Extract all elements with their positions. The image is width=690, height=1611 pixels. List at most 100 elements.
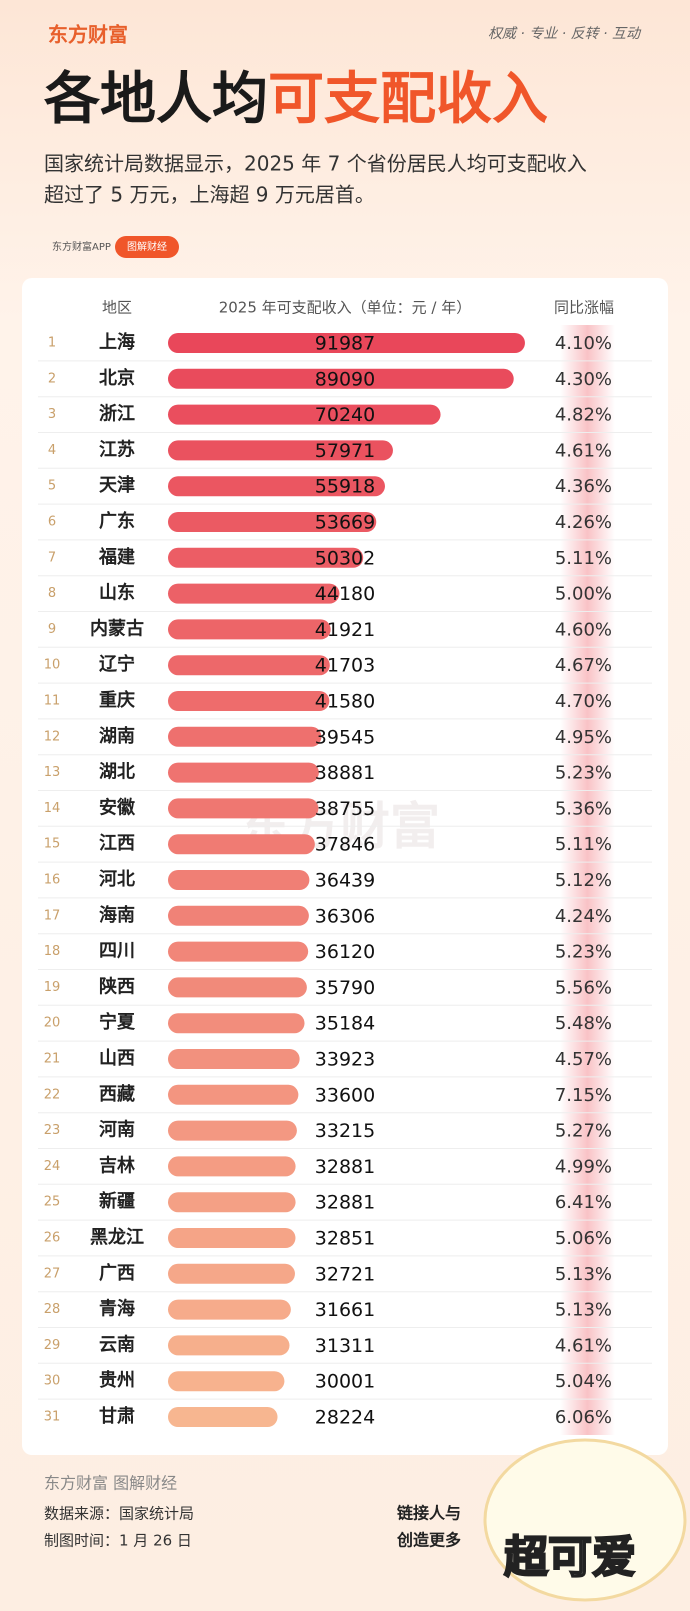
growth: 5.23% — [555, 942, 612, 963]
badge-tag: 图解财经 — [127, 240, 167, 253]
title-part: 可支配收入 — [268, 67, 548, 132]
bar — [168, 1156, 296, 1177]
value-label: 50302 — [315, 547, 375, 569]
value-label: 35790 — [315, 977, 375, 999]
sticker — [483, 1438, 687, 1602]
value-label: 44180 — [315, 583, 375, 605]
region: 江苏 — [99, 438, 135, 460]
region: 贵州 — [99, 1370, 135, 1391]
bar — [168, 512, 377, 532]
value-label: 41921 — [315, 619, 375, 641]
rank: 22 — [44, 1087, 61, 1102]
bar — [168, 619, 331, 640]
bar — [168, 655, 330, 676]
rank: 1 — [48, 336, 56, 351]
value-label: 33600 — [315, 1084, 375, 1106]
value-label: 36120 — [315, 941, 375, 963]
brand: 东方财富 — [48, 23, 128, 47]
bar — [168, 941, 309, 962]
rank: 7 — [48, 550, 56, 565]
growth: 5.12% — [555, 870, 612, 891]
bar — [168, 870, 310, 890]
rank: 31 — [44, 1410, 61, 1425]
rank: 27 — [44, 1266, 61, 1281]
badge: 东方财富APP — [52, 240, 111, 253]
region: 四川 — [99, 941, 135, 962]
rank: 19 — [44, 980, 61, 995]
bar — [168, 977, 307, 998]
bar — [168, 1228, 296, 1248]
column-header: 2025 年可支配收入（单位：元 / 年） — [219, 299, 472, 317]
bar — [168, 1371, 285, 1392]
bar — [168, 440, 393, 461]
growth: 4.36% — [555, 476, 612, 497]
value-label: 41580 — [315, 691, 375, 713]
growth: 4.95% — [555, 727, 612, 748]
region: 云南 — [99, 1333, 135, 1355]
growth: 7.15% — [555, 1085, 612, 1106]
rank: 11 — [44, 694, 61, 709]
value-label: 41703 — [315, 655, 375, 677]
region: 山东 — [99, 582, 135, 604]
rank: 10 — [44, 658, 61, 673]
rank: 25 — [44, 1195, 61, 1210]
region: 广西 — [99, 1262, 135, 1284]
region: 江西 — [99, 833, 135, 854]
region: 浙江 — [99, 403, 135, 425]
growth: 5.00% — [555, 584, 612, 605]
growth: 5.06% — [555, 1228, 612, 1249]
bar — [168, 476, 385, 497]
growth: 5.36% — [555, 798, 612, 819]
bar — [168, 1084, 299, 1105]
bar — [168, 1407, 278, 1427]
bar — [168, 1013, 305, 1034]
rank: 2 — [48, 371, 56, 386]
value-label: 70240 — [315, 404, 375, 426]
growth: 4.60% — [555, 619, 612, 640]
rank: 28 — [44, 1302, 61, 1317]
bar — [168, 834, 315, 855]
region: 湖南 — [99, 725, 135, 747]
date: 制图时间：1 月 26 日 — [44, 1532, 192, 1550]
region: 海南 — [99, 904, 135, 926]
region: 广东 — [99, 510, 135, 532]
rank: 6 — [48, 515, 56, 530]
growth: 4.82% — [555, 405, 612, 426]
rank: 23 — [44, 1123, 61, 1138]
subtitle: 超过了 5 万元，上海超 9 万元居首。 — [44, 183, 375, 207]
bar — [168, 762, 319, 783]
value-label: 31311 — [315, 1335, 375, 1357]
footer-brand: 东方财富 图解财经 — [44, 1474, 177, 1493]
growth: 4.26% — [555, 512, 612, 533]
rank: 16 — [44, 873, 61, 888]
value-label: 31661 — [315, 1299, 375, 1321]
value-label: 35184 — [315, 1013, 375, 1035]
value-label: 38881 — [315, 762, 375, 784]
growth: 6.06% — [555, 1407, 612, 1428]
rank: 18 — [44, 944, 61, 959]
value-label: 38755 — [315, 798, 375, 820]
region: 新疆 — [99, 1190, 135, 1212]
bar — [168, 1335, 290, 1356]
growth: 4.57% — [555, 1049, 612, 1070]
rank: 15 — [44, 837, 61, 852]
rank: 4 — [48, 443, 56, 458]
bar — [168, 1120, 297, 1141]
slogan: 创造更多 — [396, 1531, 461, 1550]
subtitle: 国家统计局数据显示，2025 年 7 个省份居民人均可支配收入 — [44, 152, 587, 176]
sticker-text: 超可爱 — [504, 1532, 636, 1583]
region: 内蒙古 — [90, 617, 144, 639]
region: 重庆 — [99, 689, 135, 711]
rank: 3 — [48, 407, 56, 422]
value-label: 30001 — [315, 1371, 375, 1393]
region: 北京 — [99, 367, 135, 389]
tagline: 权威 · 专业 · 反转 · 互动 — [488, 26, 642, 42]
region: 安徽 — [99, 796, 136, 818]
rank: 20 — [44, 1016, 61, 1031]
column-header: 地区 — [102, 299, 132, 317]
region: 西藏 — [99, 1084, 135, 1105]
growth: 4.24% — [555, 906, 612, 927]
growth: 5.11% — [555, 834, 612, 855]
rank: 24 — [44, 1159, 61, 1174]
